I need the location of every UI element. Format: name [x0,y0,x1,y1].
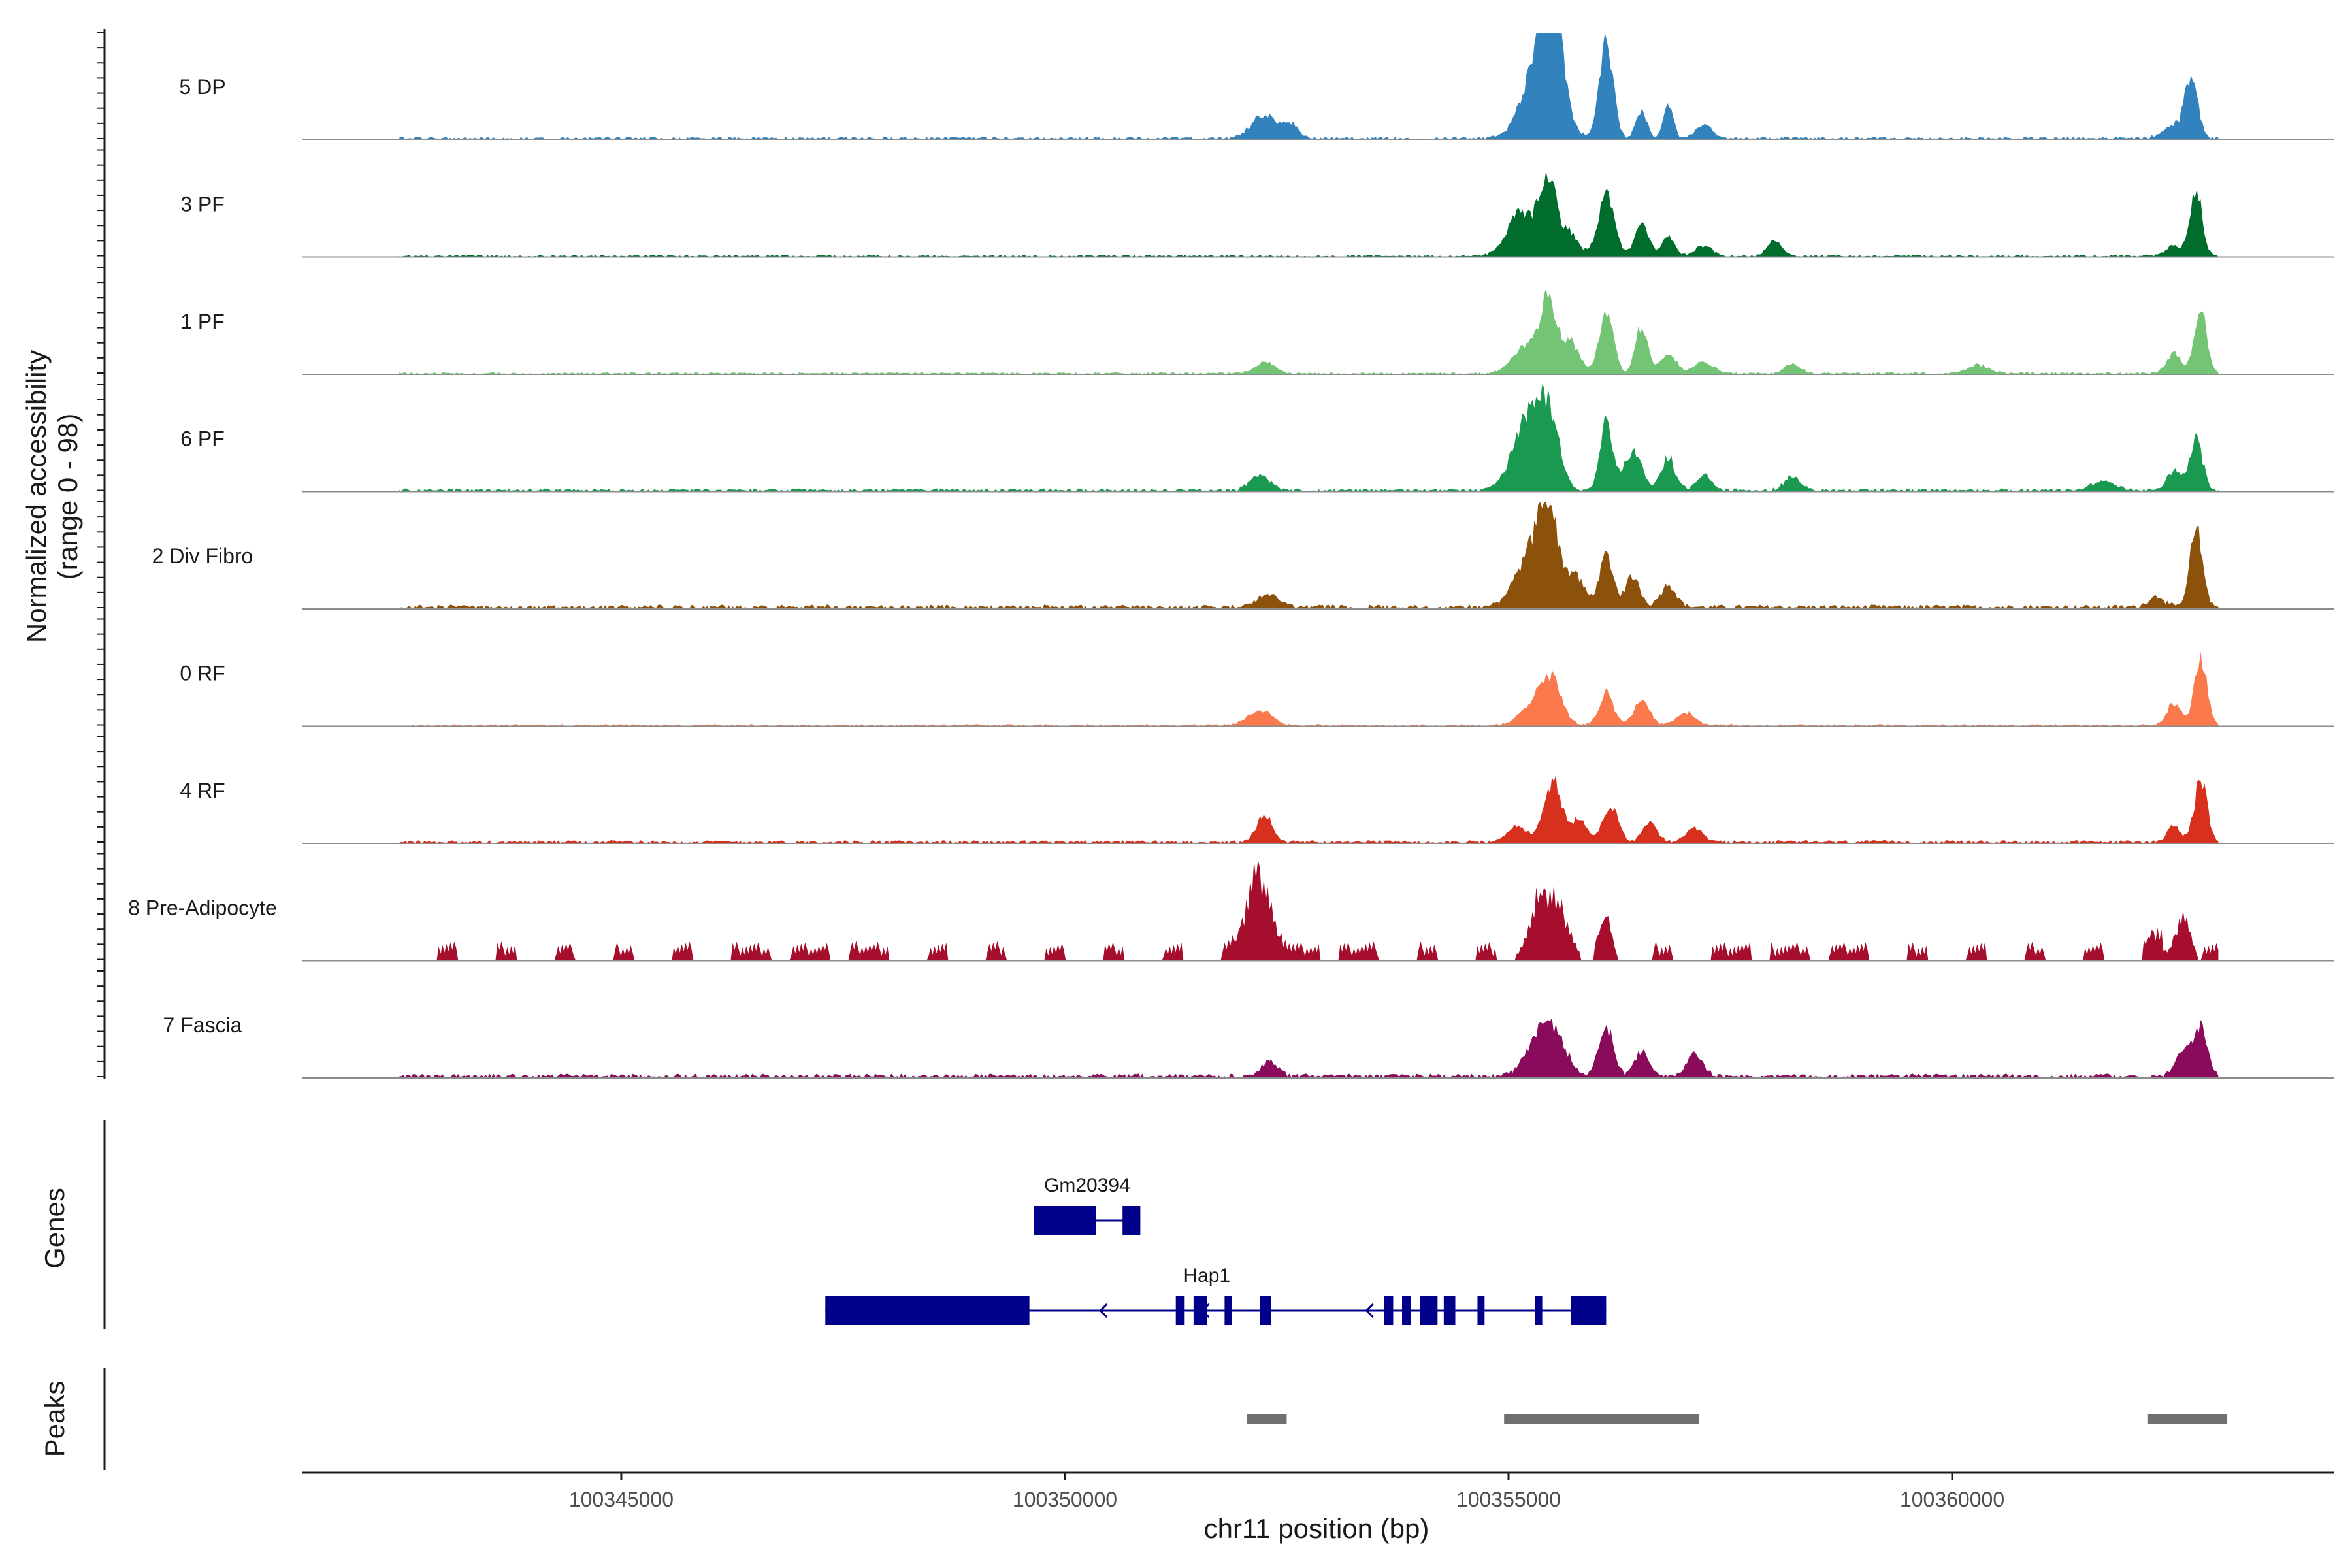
track-label-8: 8 Pre-Adipocyte [128,896,277,920]
peak-region-3 [2147,1414,2228,1424]
x-tick-label: 100360000 [1900,1488,2004,1511]
peak-region-1 [1247,1414,1287,1424]
gene-exon [1402,1296,1411,1325]
track-label-2: 3 PF [180,193,225,216]
track-area-3 [399,289,2219,374]
x-tick-label: 100350000 [1013,1488,1117,1511]
gene-exon [1034,1206,1096,1235]
y-axis-range-label: (range 0 - 98) [52,414,83,580]
track-area-5 [399,502,2219,609]
strand-arrow [1099,1303,1108,1318]
track-area-1 [399,33,2219,140]
y-axis-title: Normalized accessibility [21,350,52,643]
track-area-6 [399,651,2219,727]
x-tick-label: 100345000 [569,1488,674,1511]
gene-exon [1122,1206,1141,1235]
track-label-3: 1 PF [180,310,225,333]
track-label-1: 5 DP [179,75,225,99]
peak-region-2 [1504,1414,1699,1424]
accessibility-tracks: 5 DP 3 PF 1 PF 6 PF 2 Div Fibro 0 RF 4 RF 8 Pre… [128,33,2334,1079]
gene-Hap1: Hap1 [825,1265,1607,1325]
track-label-9: 7 Fascia [163,1013,242,1037]
gene-exon [1571,1296,1607,1325]
genes-track: Gm20394 Hap1 [825,1175,1607,1325]
gene-exon [825,1296,1030,1325]
track-label-5: 2 Div Fibro [152,544,253,568]
genes-track-title: Genes [39,1188,70,1269]
gene-exon [1175,1296,1185,1325]
peaks-track [1247,1414,2228,1424]
gene-label: Hap1 [1183,1265,1230,1286]
x-axis: 100345000 100350000 100355000 100360000 [302,1471,2334,1511]
gene-Gm20394: Gm20394 [1034,1175,1141,1235]
gene-label: Gm20394 [1044,1175,1130,1196]
accessibility-y-axis [97,29,106,1079]
track-area-8 [399,860,2219,961]
track-label-4: 6 PF [180,427,225,451]
x-tick-label: 100355000 [1456,1488,1561,1511]
gene-exon [1384,1296,1394,1325]
gene-exon [1420,1296,1438,1325]
gene-exon [1535,1296,1543,1325]
track-area-7 [399,775,2219,843]
strand-arrow [1365,1303,1374,1318]
track-label-6: 0 RF [180,662,225,685]
peaks-track-title: Peaks [39,1381,70,1458]
track-area-2 [399,171,2219,257]
gene-exon [1260,1296,1271,1325]
x-axis-title: chr11 position (bp) [1204,1513,1429,1544]
track-label-7: 4 RF [180,779,225,802]
gene-exon [1193,1296,1207,1325]
gene-exon [1443,1296,1456,1325]
gene-exon [1477,1296,1485,1325]
gene-exon [1224,1296,1232,1325]
track-area-4 [399,385,2219,492]
track-area-9 [399,1017,2219,1078]
